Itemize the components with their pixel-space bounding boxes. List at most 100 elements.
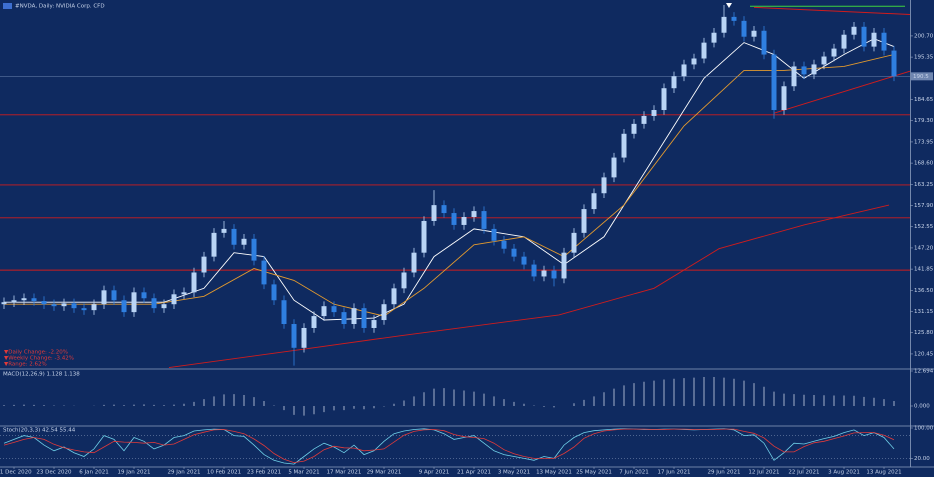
candle-body xyxy=(31,298,37,302)
candle-body xyxy=(701,42,707,59)
moving-average xyxy=(168,204,890,369)
candle-body xyxy=(451,213,457,225)
y-tick-label: 141.85 xyxy=(914,267,934,273)
candle-body xyxy=(661,88,667,111)
candle-body xyxy=(211,232,217,257)
candle-body xyxy=(781,86,787,111)
stoch-title: Stoch(20,3,3) 42.54 55.44 xyxy=(3,428,76,434)
x-tick-label: 17 Jun 2021 xyxy=(657,470,690,476)
symbol-icon xyxy=(3,3,12,9)
y-tick-label: 131.15 xyxy=(914,309,934,315)
x-tick-label: 25 May 2021 xyxy=(576,470,612,476)
annotation: ▼Daily Change: -2.20% xyxy=(4,350,68,356)
candle-body xyxy=(511,248,517,257)
y-tick-label: 147.20 xyxy=(914,245,934,251)
candle-body xyxy=(861,26,867,47)
candle-body xyxy=(61,303,67,307)
candle-body xyxy=(1,302,7,305)
candle-body xyxy=(881,32,887,51)
candle-body xyxy=(11,300,17,303)
candle-body xyxy=(111,290,117,301)
candle-body xyxy=(691,58,697,65)
candle-body xyxy=(841,34,847,49)
x-tick-label: 5 Mar 2021 xyxy=(288,470,319,476)
candle-body xyxy=(621,133,627,158)
candle-body xyxy=(361,308,367,328)
x-tick-label: 7 Jun 2021 xyxy=(619,470,649,476)
candle-body xyxy=(131,292,137,313)
candle-body xyxy=(791,66,797,87)
candle-body xyxy=(381,304,387,321)
x-tick-label: 13 Aug 2021 xyxy=(866,470,901,476)
candle-body xyxy=(171,294,177,305)
candle-body xyxy=(291,324,297,348)
x-tick-label: 21 Apr 2021 xyxy=(457,470,491,476)
candle-body xyxy=(331,306,337,313)
candle-body xyxy=(281,300,287,325)
candle-body xyxy=(191,272,197,293)
x-tick-label: 29 Jun 2021 xyxy=(707,470,740,476)
y-tick-label: 12.694 xyxy=(914,369,934,375)
candle-body xyxy=(771,54,777,111)
candle-body xyxy=(471,211,477,218)
candle-body xyxy=(181,292,187,295)
candle-body xyxy=(121,300,127,313)
y-tick-label: 125.80 xyxy=(914,330,934,336)
y-tick-label: 152.55 xyxy=(914,224,934,230)
candle-body xyxy=(161,304,167,309)
candle-body xyxy=(91,304,97,311)
y-tick-label: 20.00 xyxy=(914,456,930,462)
candle-body xyxy=(671,76,677,89)
y-tick-label: 163.25 xyxy=(914,182,934,188)
candle-body xyxy=(741,20,747,37)
moving-average xyxy=(4,38,895,321)
candle-body xyxy=(391,288,397,305)
candle-body xyxy=(561,252,567,279)
x-tick-label: 23 Dec 2020 xyxy=(36,470,72,476)
x-tick-label: 22 Jul 2021 xyxy=(788,470,819,476)
x-tick-label: 12 Jul 2021 xyxy=(748,470,779,476)
candle-body xyxy=(201,256,207,273)
candle-body xyxy=(751,30,757,37)
candle-body xyxy=(71,303,77,309)
candle-body xyxy=(501,240,507,249)
candle-body xyxy=(261,260,267,285)
y-tick-label: 200.70 xyxy=(914,33,934,39)
x-tick-label: 11 Dec 2020 xyxy=(0,470,32,476)
candle-body xyxy=(311,316,317,328)
trend-line xyxy=(773,70,911,114)
candle-body xyxy=(631,123,637,134)
candle-body xyxy=(521,256,527,265)
candle-body xyxy=(591,193,597,210)
candle-body xyxy=(611,157,617,178)
candle-body xyxy=(851,26,857,35)
candle-body xyxy=(341,312,347,325)
candle-body xyxy=(231,228,237,245)
candle-body xyxy=(461,217,467,225)
y-tick-label: 100.00 xyxy=(914,426,934,432)
annotation: ▼Range: 2.62% xyxy=(4,362,47,368)
candle-body xyxy=(821,56,827,65)
candle-body xyxy=(221,228,227,233)
x-tick-label: 10 Feb 2021 xyxy=(207,470,241,476)
candle-body xyxy=(871,32,877,47)
x-tick-label: 23 Feb 2021 xyxy=(247,470,281,476)
candle-body xyxy=(441,205,447,214)
trend-line xyxy=(753,6,911,16)
candle-body xyxy=(801,66,807,75)
candle-body xyxy=(51,304,57,307)
x-tick-label: 19 Jan 2021 xyxy=(118,470,151,476)
current-price: 190.5 xyxy=(913,74,929,80)
candle-body xyxy=(271,284,277,301)
candle-body xyxy=(531,264,537,277)
candle-body xyxy=(81,308,87,311)
y-tick-label: 120.45 xyxy=(914,351,934,357)
x-tick-label: 6 Jan 2021 xyxy=(79,470,108,476)
candle-body xyxy=(411,252,417,273)
y-tick-label: 157.90 xyxy=(914,203,934,209)
candle-body xyxy=(731,16,737,21)
y-tick-label: 168.60 xyxy=(914,161,934,167)
y-tick-label: 173.95 xyxy=(914,139,934,145)
